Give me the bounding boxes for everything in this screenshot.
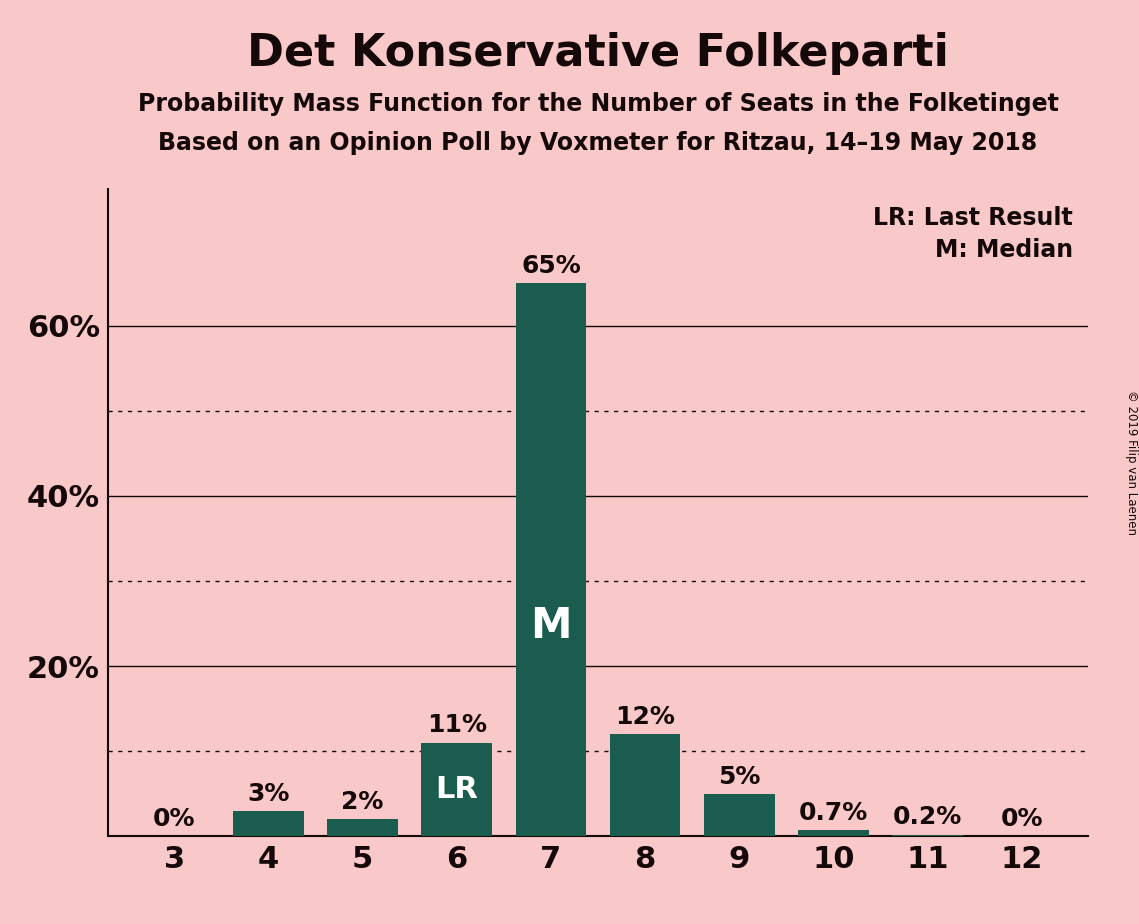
- Text: LR: Last Result: LR: Last Result: [874, 206, 1073, 229]
- Text: Based on an Opinion Poll by Voxmeter for Ritzau, 14–19 May 2018: Based on an Opinion Poll by Voxmeter for…: [158, 131, 1038, 155]
- Text: 5%: 5%: [718, 764, 761, 788]
- Text: 0%: 0%: [1000, 807, 1043, 831]
- Bar: [421, 743, 492, 836]
- Bar: [609, 734, 680, 836]
- Text: M: M: [530, 605, 572, 647]
- Text: 2%: 2%: [342, 790, 384, 814]
- Text: 0.7%: 0.7%: [798, 801, 868, 825]
- Text: 0.2%: 0.2%: [893, 806, 962, 830]
- Text: Det Konservative Folkeparti: Det Konservative Folkeparti: [247, 32, 949, 76]
- Text: M: Median: M: Median: [935, 237, 1073, 261]
- Bar: [327, 820, 398, 836]
- Text: 65%: 65%: [521, 254, 581, 278]
- Bar: [892, 834, 962, 836]
- Text: 0%: 0%: [153, 807, 196, 831]
- Text: 12%: 12%: [615, 705, 675, 729]
- Bar: [233, 810, 304, 836]
- Text: LR: LR: [435, 775, 478, 804]
- Text: © 2019 Filip van Laenen: © 2019 Filip van Laenen: [1124, 390, 1138, 534]
- Text: Probability Mass Function for the Number of Seats in the Folketinget: Probability Mass Function for the Number…: [138, 92, 1058, 116]
- Bar: [704, 794, 775, 836]
- Bar: [798, 831, 869, 836]
- Bar: [516, 283, 587, 836]
- Text: 3%: 3%: [247, 782, 289, 806]
- Text: 11%: 11%: [427, 713, 486, 737]
